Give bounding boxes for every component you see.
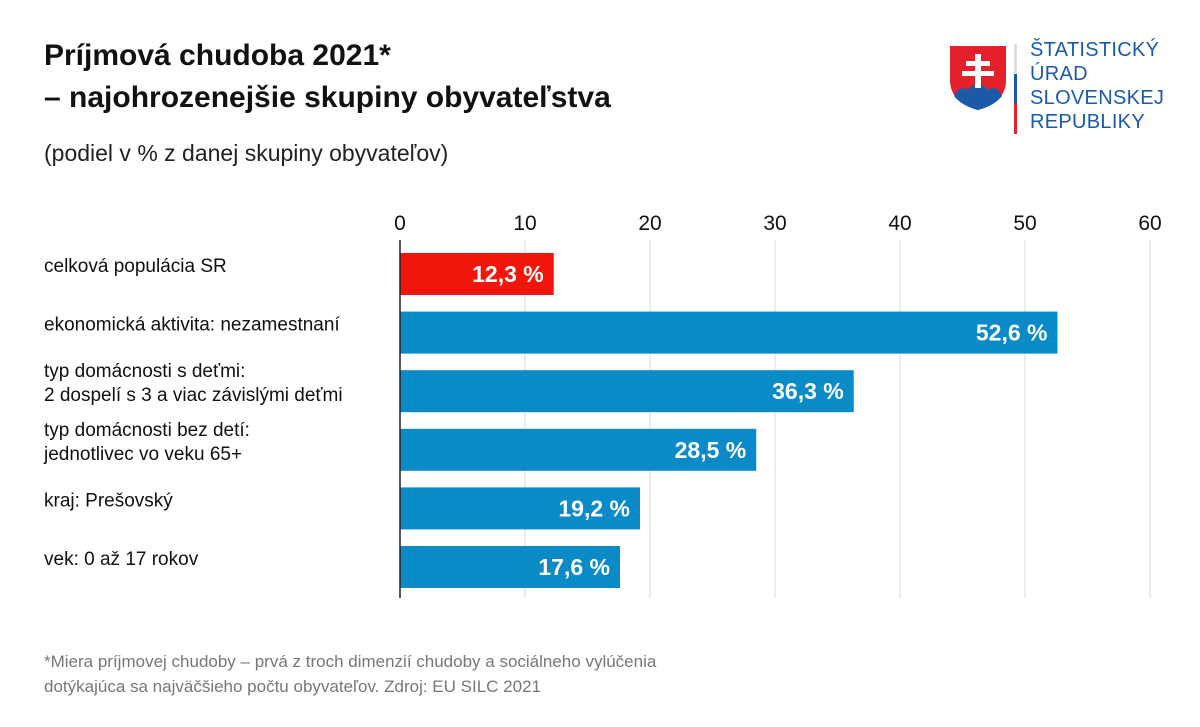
chart-subtitle: (podiel v % z danej skupiny obyvateľov) (44, 140, 449, 166)
bar (400, 487, 640, 530)
category-label: jednotlivec vo veku 65+ (43, 444, 242, 465)
logo-text: ŠTATISTICKÝ ÚRAD SLOVENSKEJ REPUBLIKY (1030, 38, 1164, 134)
data-label: 52,6 % (976, 320, 1048, 346)
chart-title-line1: Príjmová chudoba 2021* (44, 39, 391, 72)
logo-tricolor-divider (1014, 44, 1017, 134)
bar (400, 370, 854, 413)
data-label: 19,2 % (558, 495, 630, 521)
category-label: 2 dospelí s 3 a viac závislými deťmi (44, 385, 343, 406)
footnote-line1: *Miera príjmovej chudoby – prvá z troch … (44, 652, 657, 671)
category-label: typ domácnosti bez detí: (44, 420, 250, 441)
x-tick-label: 20 (638, 212, 661, 235)
data-label: 12,3 % (472, 261, 544, 287)
chart-title-line2: – najohrozenejšie skupiny obyvateľstva (44, 81, 611, 114)
logo-line: SLOVENSKEJ (1030, 87, 1165, 109)
logo-line: ÚRAD (1030, 63, 1088, 85)
logo-line: REPUBLIKY (1030, 111, 1145, 133)
x-tick-label: 10 (513, 212, 536, 235)
bar (400, 253, 554, 295)
data-label: 36,3 % (772, 378, 844, 404)
logo-line: ŠTATISTICKÝ (1030, 39, 1160, 61)
data-label: 17,6 % (538, 554, 610, 580)
bar (400, 428, 757, 471)
category-label: ekonomická aktivita: nezamestnaní (44, 315, 340, 336)
bar (400, 546, 620, 588)
data-label: 28,5 % (675, 437, 747, 463)
x-tick-label: 50 (1013, 212, 1036, 235)
coat-of-arms-icon (950, 46, 1006, 110)
bar (400, 311, 1058, 354)
category-label: typ domácnosti s deťmi: (44, 361, 245, 382)
x-tick-label: 60 (1138, 212, 1161, 235)
footnote-line2: dotýkajúca sa najväčšieho počtu obyvateľ… (44, 677, 541, 696)
x-tick-label: 0 (394, 212, 406, 235)
x-tick-label: 30 (763, 212, 786, 235)
category-label: kraj: Prešovský (44, 490, 173, 511)
category-label: celková populácia SR (44, 256, 227, 277)
category-label: vek: 0 až 17 rokov (44, 549, 199, 570)
x-tick-label: 40 (888, 212, 911, 235)
